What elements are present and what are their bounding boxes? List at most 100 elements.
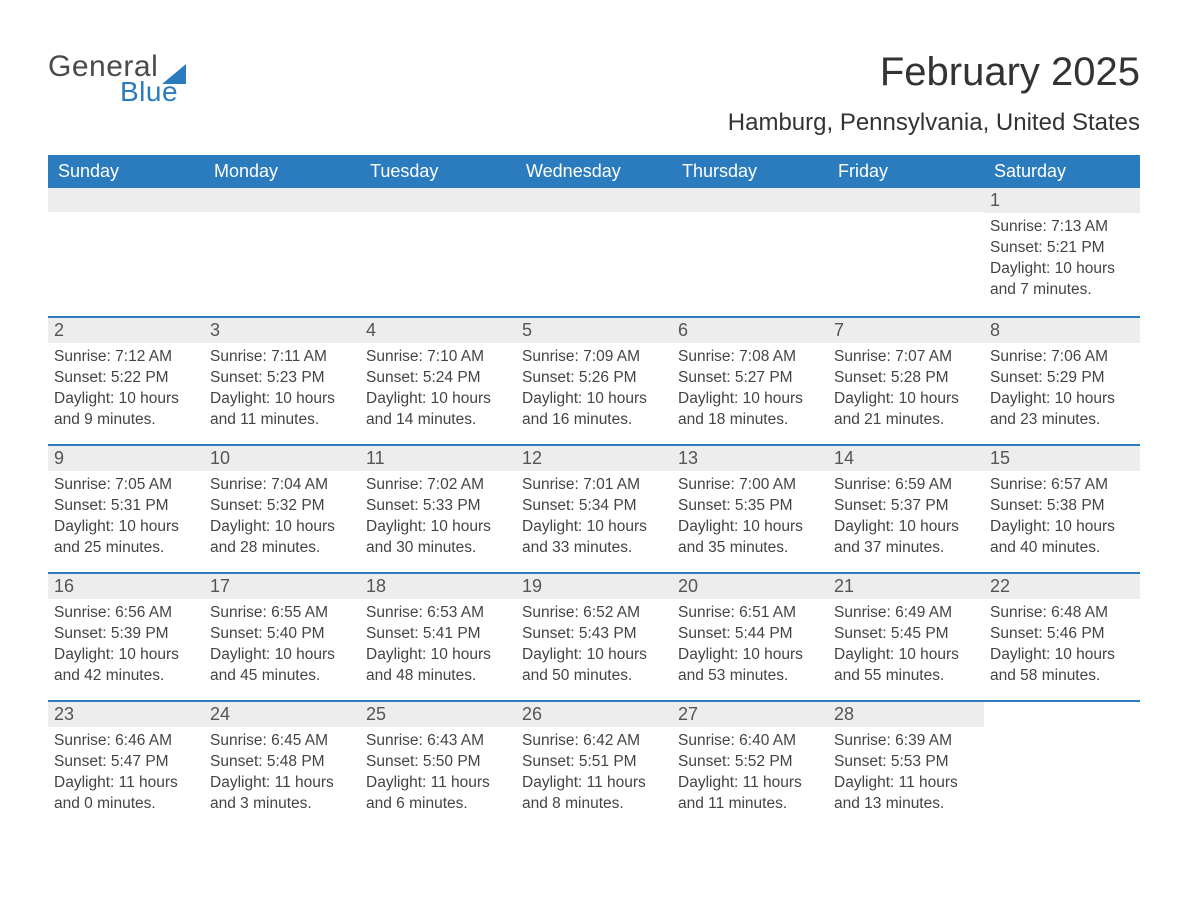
day-detail: Sunrise: 7:12 AMSunset: 5:22 PMDaylight:…: [54, 347, 198, 431]
day-cell: 12 Sunrise: 7:01 AMSunset: 5:34 PMDayligh…: [516, 446, 672, 572]
calendar-week: 23 Sunrise: 6:46 AMSunset: 5:47 PMDayligh…: [48, 700, 1140, 828]
location-label: Hamburg, Pennsylvania, United States: [728, 109, 1140, 137]
day-detail: Sunrise: 7:13 AMSunset: 5:21 PMDaylight:…: [990, 217, 1134, 301]
day-number: 28: [834, 704, 854, 724]
weekday-header: Sunday: [48, 155, 204, 188]
month-title: February 2025: [728, 50, 1140, 95]
calendar-week: 1Sunrise: 7:13 AMSunset: 5:21 PMDaylight…: [48, 188, 1140, 316]
day-detail: Sunrise: 6:52 AMSunset: 5:43 PMDaylight:…: [522, 603, 666, 687]
day-detail: Sunrise: 6:48 AMSunset: 5:46 PMDaylight:…: [990, 603, 1134, 687]
weekday-header: Thursday: [672, 155, 828, 188]
calendar: SundayMondayTuesdayWednesdayThursdayFrid…: [48, 155, 1140, 828]
day-number: 20: [678, 576, 698, 596]
day-cell: [984, 702, 1140, 828]
day-cell: [828, 188, 984, 316]
empty-day-strip: [516, 188, 672, 212]
day-detail: Sunrise: 6:42 AMSunset: 5:51 PMDaylight:…: [522, 731, 666, 815]
day-cell: 23 Sunrise: 6:46 AMSunset: 5:47 PMDayligh…: [48, 702, 204, 828]
day-cell: 25 Sunrise: 6:43 AMSunset: 5:50 PMDayligh…: [360, 702, 516, 828]
day-detail: Sunrise: 7:09 AMSunset: 5:26 PMDaylight:…: [522, 347, 666, 431]
day-number: 27: [678, 704, 698, 724]
day-number: 21: [834, 576, 854, 596]
day-cell: [48, 188, 204, 316]
day-detail: Sunrise: 7:04 AMSunset: 5:32 PMDaylight:…: [210, 475, 354, 559]
day-detail: Sunrise: 6:39 AMSunset: 5:53 PMDaylight:…: [834, 731, 978, 815]
day-cell: [204, 188, 360, 316]
day-detail: Sunrise: 7:08 AMSunset: 5:27 PMDaylight:…: [678, 347, 822, 431]
day-detail: Sunrise: 7:11 AMSunset: 5:23 PMDaylight:…: [210, 347, 354, 431]
day-number: 3: [210, 320, 220, 340]
day-number: 24: [210, 704, 230, 724]
day-cell: 16 Sunrise: 6:56 AMSunset: 5:39 PMDayligh…: [48, 574, 204, 700]
day-cell: 9 Sunrise: 7:05 AMSunset: 5:31 PMDaylight…: [48, 446, 204, 572]
day-number: 16: [54, 576, 74, 596]
empty-day-strip: [672, 188, 828, 212]
day-cell: 28 Sunrise: 6:39 AMSunset: 5:53 PMDayligh…: [828, 702, 984, 828]
day-number: 9: [54, 448, 64, 468]
logo: General Blue: [48, 50, 188, 108]
page-header: General Blue February 2025 Hamburg, Penn…: [48, 50, 1140, 147]
weekday-header: Friday: [828, 155, 984, 188]
day-detail: Sunrise: 7:10 AMSunset: 5:24 PMDaylight:…: [366, 347, 510, 431]
day-number: 18: [366, 576, 386, 596]
day-cell: 10 Sunrise: 7:04 AMSunset: 5:32 PMDayligh…: [204, 446, 360, 572]
day-cell: 2 Sunrise: 7:12 AMSunset: 5:22 PMDaylight…: [48, 318, 204, 444]
day-number: 15: [990, 448, 1010, 468]
day-cell: 22Sunrise: 6:48 AMSunset: 5:46 PMDayligh…: [984, 574, 1140, 700]
day-detail: Sunrise: 7:06 AMSunset: 5:29 PMDaylight:…: [990, 347, 1134, 431]
day-cell: 4 Sunrise: 7:10 AMSunset: 5:24 PMDaylight…: [360, 318, 516, 444]
day-number: 14: [834, 448, 854, 468]
empty-day-strip: [48, 188, 204, 212]
day-detail: Sunrise: 6:53 AMSunset: 5:41 PMDaylight:…: [366, 603, 510, 687]
day-detail: Sunrise: 6:40 AMSunset: 5:52 PMDaylight:…: [678, 731, 822, 815]
day-cell: 21Sunrise: 6:49 AMSunset: 5:45 PMDayligh…: [828, 574, 984, 700]
day-number: 6: [678, 320, 688, 340]
empty-day-strip: [204, 188, 360, 212]
day-detail: Sunrise: 6:51 AMSunset: 5:44 PMDaylight:…: [678, 603, 822, 687]
day-detail: Sunrise: 6:46 AMSunset: 5:47 PMDaylight:…: [54, 731, 198, 815]
day-detail: Sunrise: 6:43 AMSunset: 5:50 PMDaylight:…: [366, 731, 510, 815]
day-detail: Sunrise: 6:55 AMSunset: 5:40 PMDaylight:…: [210, 603, 354, 687]
day-number: 19: [522, 576, 542, 596]
day-number: 5: [522, 320, 532, 340]
day-number: 25: [366, 704, 386, 724]
day-number: 10: [210, 448, 230, 468]
weekday-header: Saturday: [984, 155, 1140, 188]
day-cell: 27 Sunrise: 6:40 AMSunset: 5:52 PMDayligh…: [672, 702, 828, 828]
day-number: 17: [210, 576, 230, 596]
day-cell: 7Sunrise: 7:07 AMSunset: 5:28 PMDaylight…: [828, 318, 984, 444]
logo-word-blue: Blue: [120, 76, 178, 108]
day-cell: 11Sunrise: 7:02 AMSunset: 5:33 PMDayligh…: [360, 446, 516, 572]
day-cell: 1Sunrise: 7:13 AMSunset: 5:21 PMDaylight…: [984, 188, 1140, 316]
day-cell: [360, 188, 516, 316]
weekday-header: Monday: [204, 155, 360, 188]
day-detail: Sunrise: 6:57 AMSunset: 5:38 PMDaylight:…: [990, 475, 1134, 559]
weekday-header-row: SundayMondayTuesdayWednesdayThursdayFrid…: [48, 155, 1140, 188]
day-detail: Sunrise: 7:01 AMSunset: 5:34 PMDaylight:…: [522, 475, 666, 559]
day-cell: 18 Sunrise: 6:53 AMSunset: 5:41 PMDayligh…: [360, 574, 516, 700]
day-number: 8: [990, 320, 1000, 340]
day-number: 23: [54, 704, 74, 724]
day-cell: [516, 188, 672, 316]
day-number: 13: [678, 448, 698, 468]
day-number: 11: [366, 448, 385, 468]
day-cell: 24Sunrise: 6:45 AMSunset: 5:48 PMDayligh…: [204, 702, 360, 828]
day-number: 2: [54, 320, 64, 340]
day-cell: [672, 188, 828, 316]
day-cell: 14Sunrise: 6:59 AMSunset: 5:37 PMDayligh…: [828, 446, 984, 572]
day-cell: 3 Sunrise: 7:11 AMSunset: 5:23 PMDaylight…: [204, 318, 360, 444]
day-number: 7: [834, 320, 844, 340]
weekday-header: Wednesday: [516, 155, 672, 188]
day-cell: 17 Sunrise: 6:55 AMSunset: 5:40 PMDayligh…: [204, 574, 360, 700]
calendar-week: 16 Sunrise: 6:56 AMSunset: 5:39 PMDayligh…: [48, 572, 1140, 700]
calendar-week: 9 Sunrise: 7:05 AMSunset: 5:31 PMDaylight…: [48, 444, 1140, 572]
weekday-header: Tuesday: [360, 155, 516, 188]
day-cell: 5 Sunrise: 7:09 AMSunset: 5:26 PMDaylight…: [516, 318, 672, 444]
day-detail: Sunrise: 7:05 AMSunset: 5:31 PMDaylight:…: [54, 475, 198, 559]
calendar-week: 2 Sunrise: 7:12 AMSunset: 5:22 PMDaylight…: [48, 316, 1140, 444]
day-detail: Sunrise: 6:56 AMSunset: 5:39 PMDaylight:…: [54, 603, 198, 687]
day-cell: 26Sunrise: 6:42 AMSunset: 5:51 PMDayligh…: [516, 702, 672, 828]
day-number: 12: [522, 448, 542, 468]
day-cell: 13Sunrise: 7:00 AMSunset: 5:35 PMDayligh…: [672, 446, 828, 572]
day-number: 4: [366, 320, 376, 340]
